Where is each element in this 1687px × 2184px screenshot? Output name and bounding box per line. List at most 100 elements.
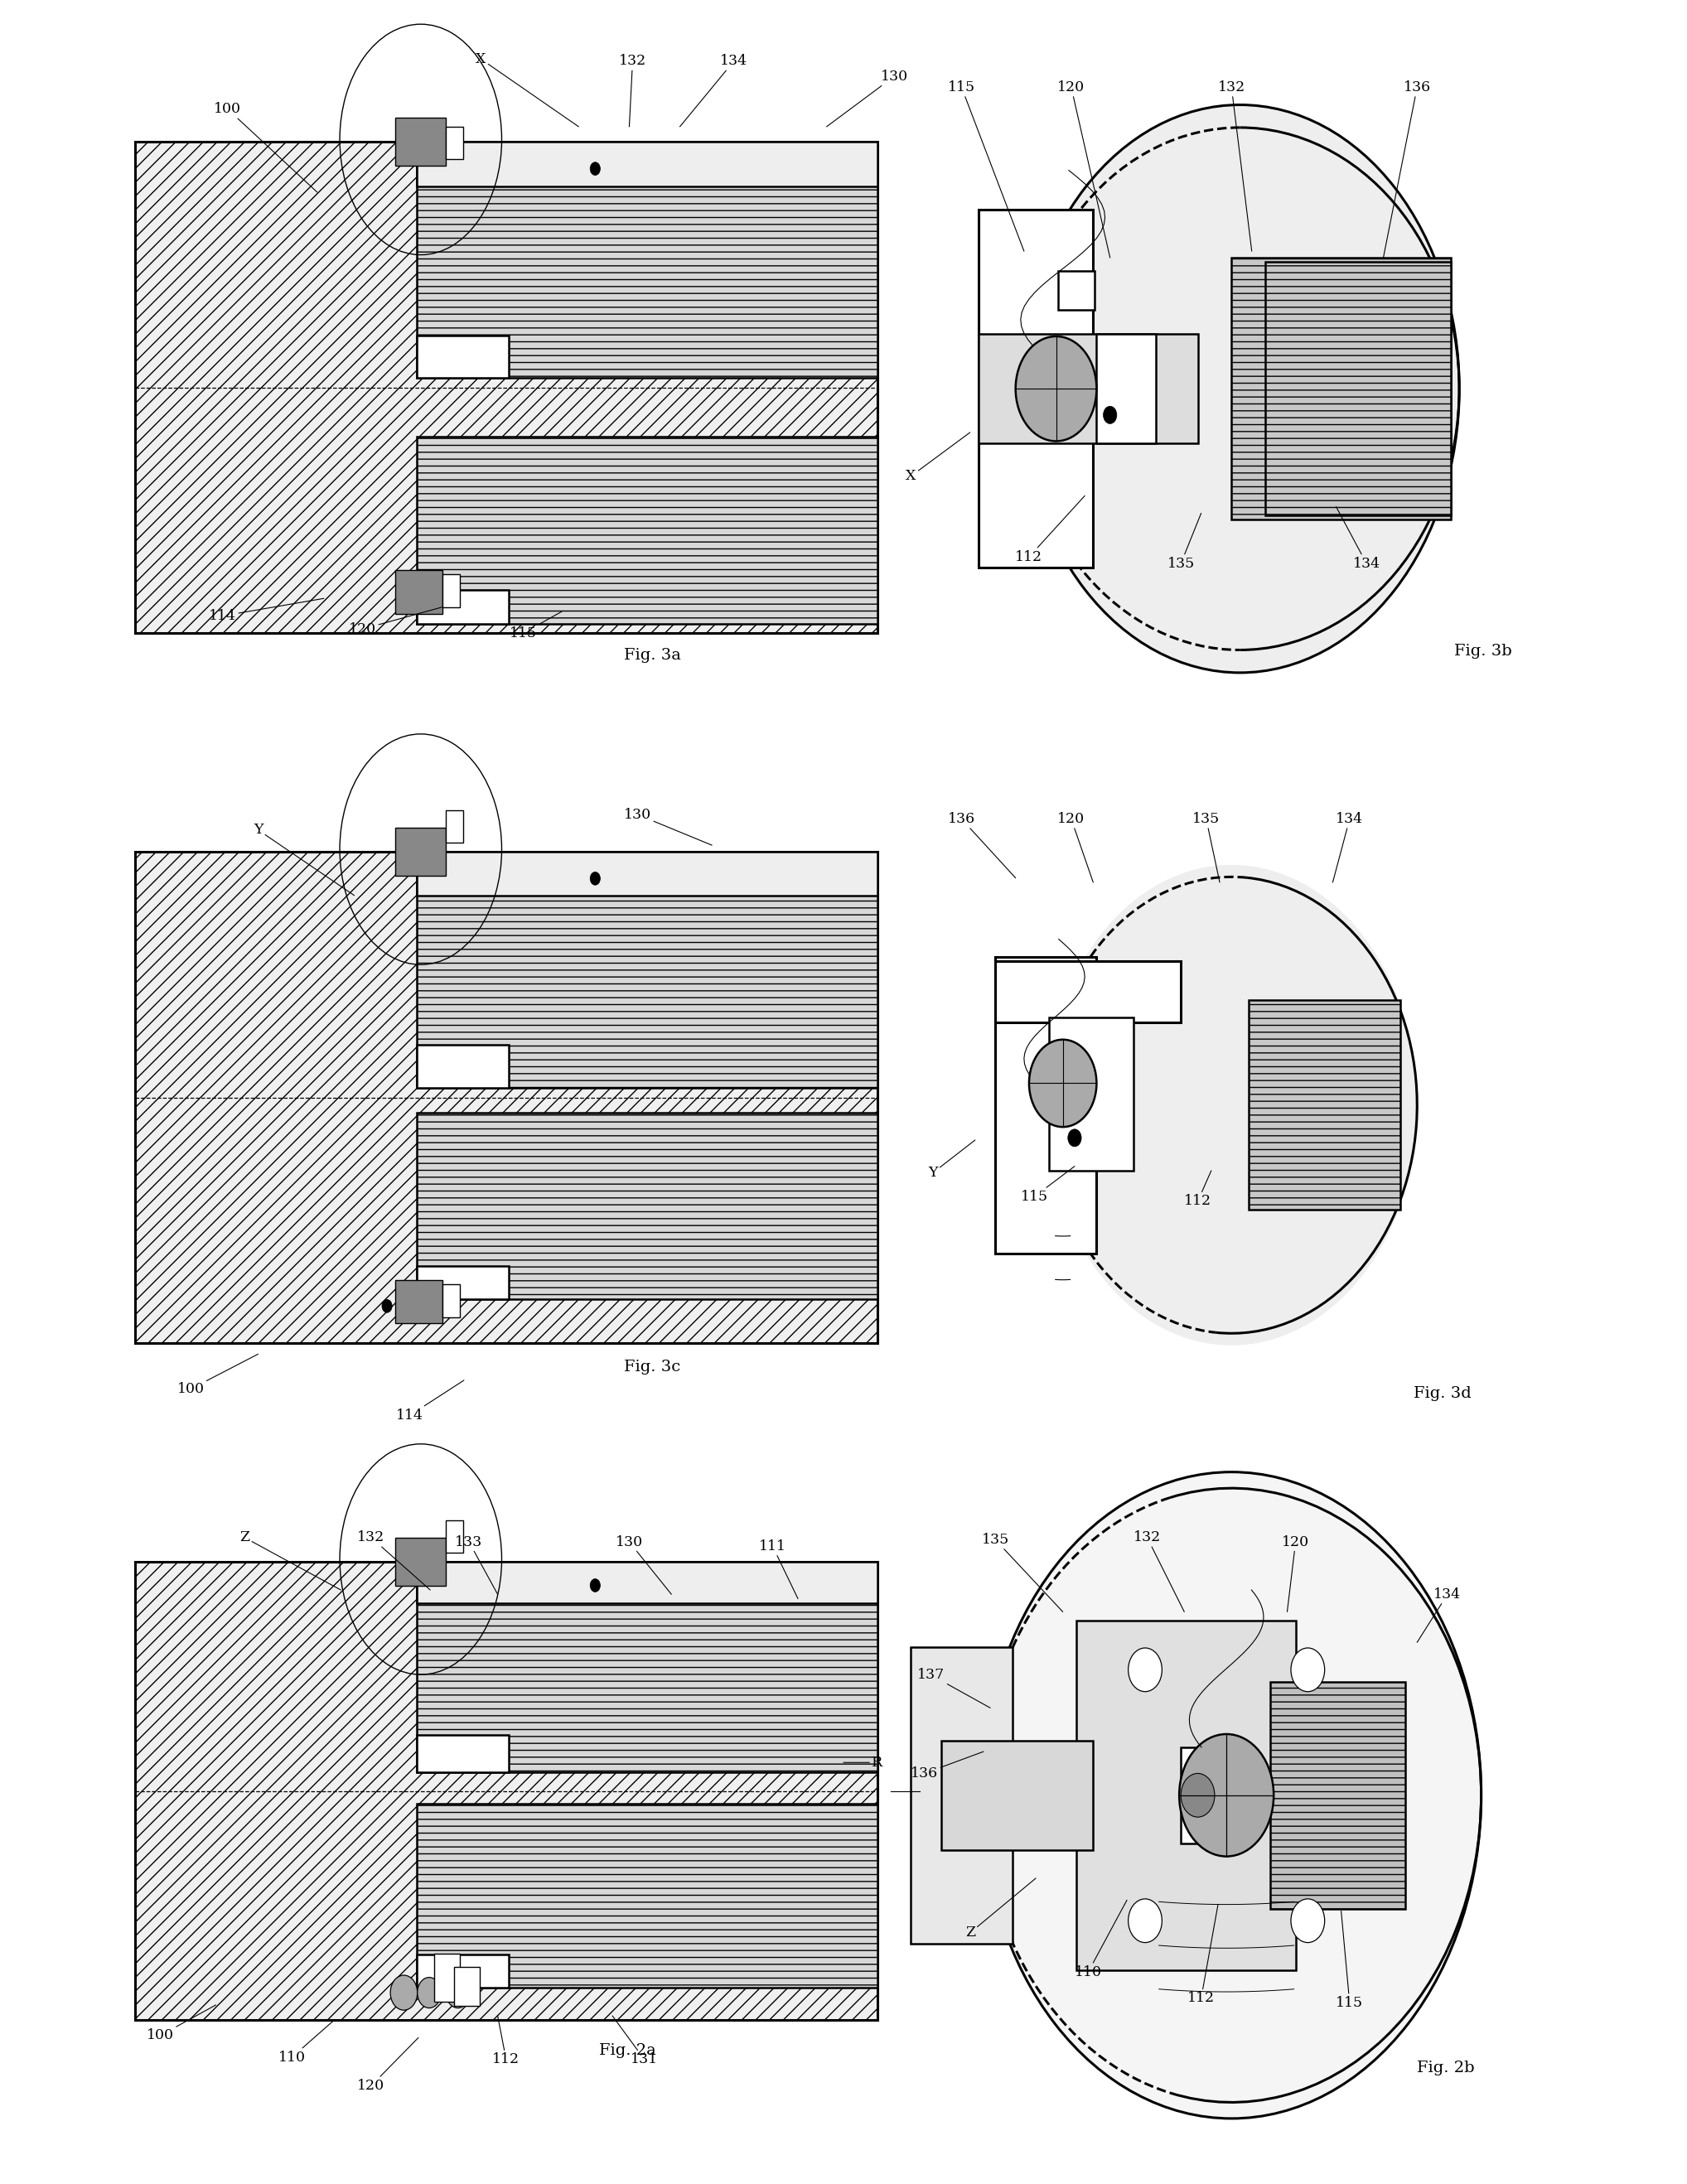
Bar (417, 852, 877, 1088)
Text: 133: 133 (455, 1535, 498, 1594)
Bar (417, 1046, 509, 1088)
Circle shape (1046, 865, 1417, 1345)
Text: 134: 134 (1417, 1588, 1461, 1642)
Bar (417, 142, 877, 378)
Bar (445, 1520, 462, 1553)
Text: 112: 112 (1184, 1171, 1211, 1208)
Bar (1049, 1018, 1134, 1171)
Text: Fig. 3b: Fig. 3b (1454, 644, 1512, 657)
Text: 120: 120 (1282, 1535, 1309, 1612)
Bar (395, 1538, 445, 1586)
Circle shape (1103, 406, 1117, 424)
Text: 137: 137 (918, 1669, 990, 1708)
Text: 120: 120 (1058, 81, 1110, 258)
Bar (417, 142, 877, 186)
Circle shape (1068, 1129, 1081, 1147)
Circle shape (381, 1299, 391, 1313)
Bar (417, 1562, 877, 1773)
Bar (434, 1955, 459, 2003)
Text: 136: 136 (911, 1752, 984, 1780)
Bar (1232, 258, 1451, 520)
Text: 130: 130 (827, 70, 908, 127)
Bar (417, 1267, 509, 1299)
Text: 110: 110 (1075, 1900, 1127, 1979)
Bar (1270, 1682, 1405, 1909)
Bar (1076, 1621, 1296, 1970)
Text: Fig. 2b: Fig. 2b (1417, 2062, 1474, 2075)
Text: 135: 135 (1167, 513, 1201, 570)
Bar (941, 1741, 1093, 1850)
Text: 134: 134 (680, 55, 747, 127)
Text: Z: Z (240, 1531, 341, 1590)
Circle shape (1181, 1773, 1215, 1817)
Text: 132: 132 (358, 1531, 430, 1590)
Circle shape (590, 871, 601, 885)
Text: 114: 114 (209, 598, 324, 622)
Text: X: X (906, 432, 970, 483)
Text: 130: 130 (616, 1535, 671, 1594)
Text: R: R (844, 1756, 882, 1769)
Text: 100: 100 (214, 103, 317, 192)
Text: Fig. 2a: Fig. 2a (599, 2044, 656, 2057)
Circle shape (1291, 1898, 1324, 1942)
Bar (417, 1734, 509, 1773)
Bar (1248, 1000, 1400, 1210)
Text: 130: 130 (624, 808, 712, 845)
Text: 120: 120 (358, 2038, 418, 2092)
Bar (135, 142, 877, 633)
Text: Y: Y (253, 823, 354, 895)
Bar (995, 961, 1181, 1022)
Bar (417, 590, 509, 625)
Circle shape (1021, 105, 1459, 673)
Text: 120: 120 (349, 607, 442, 636)
Text: 134: 134 (1336, 507, 1380, 570)
Bar (417, 1804, 877, 1987)
Bar (417, 336, 509, 378)
Text: 115: 115 (948, 81, 1024, 251)
Bar (417, 437, 877, 625)
Bar (445, 127, 462, 159)
Text: 114: 114 (396, 1380, 464, 1422)
Bar (445, 810, 462, 843)
Bar (911, 1647, 1012, 1944)
Bar (1058, 271, 1095, 310)
Bar (395, 570, 442, 614)
Circle shape (982, 1472, 1481, 2118)
Bar (417, 1562, 877, 1603)
Bar (978, 210, 1093, 568)
Circle shape (1179, 1734, 1274, 1856)
Bar (995, 957, 1097, 1254)
Circle shape (1016, 336, 1097, 441)
Circle shape (417, 1977, 440, 2007)
Circle shape (1129, 1898, 1162, 1942)
Circle shape (1291, 1649, 1324, 1693)
Bar (135, 852, 877, 1343)
Text: 115: 115 (1336, 1911, 1363, 2009)
Text: 112: 112 (493, 2016, 520, 2066)
Bar (1097, 334, 1156, 443)
Circle shape (1129, 1649, 1162, 1693)
Text: 115: 115 (1021, 1166, 1075, 1203)
Text: 136: 136 (1383, 81, 1431, 258)
Text: 111: 111 (759, 1540, 798, 1599)
Text: 120: 120 (1058, 812, 1093, 882)
Circle shape (590, 162, 601, 175)
Text: 132: 132 (619, 55, 646, 127)
Bar (454, 1968, 479, 2007)
Text: Fig. 3d: Fig. 3d (1414, 1387, 1471, 1400)
Bar (135, 1562, 877, 2020)
Bar (442, 1284, 459, 1317)
Text: 134: 134 (1333, 812, 1363, 882)
Bar (1181, 1747, 1223, 1843)
Text: 135: 135 (1193, 812, 1220, 882)
Text: 110: 110 (278, 2020, 334, 2064)
Circle shape (390, 1974, 417, 2009)
Text: 136: 136 (948, 812, 1016, 878)
Bar (417, 852, 877, 895)
Bar (395, 1280, 442, 1324)
Bar (442, 574, 459, 607)
Text: Fig. 3c: Fig. 3c (624, 1361, 682, 1374)
Circle shape (1029, 1040, 1097, 1127)
Text: Y: Y (928, 1140, 975, 1179)
Text: 100: 100 (177, 1354, 258, 1396)
